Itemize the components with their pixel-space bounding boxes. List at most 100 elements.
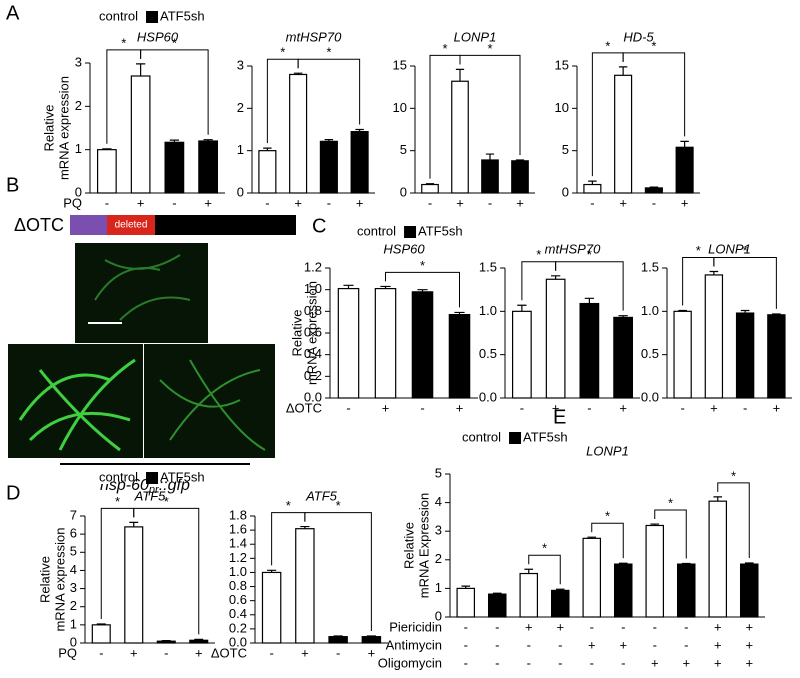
condition-sign: - — [587, 400, 591, 415]
condition-sign: - — [269, 645, 273, 660]
significance-label: * — [743, 243, 748, 258]
condition-sign: - — [743, 400, 747, 415]
y-tick-label: 1.4 — [229, 536, 247, 551]
error-bar — [455, 68, 465, 82]
condition-sign: + — [619, 400, 627, 415]
legend-label: ATF5sh — [418, 223, 463, 238]
bar — [130, 75, 151, 194]
condition-sign: - — [621, 619, 625, 634]
y-tick-label: 0 — [237, 184, 244, 199]
error-bar — [343, 284, 354, 289]
bar — [258, 150, 277, 194]
panel-label: C — [312, 215, 326, 237]
construct-label: ΔOTC — [14, 215, 64, 235]
bar — [645, 524, 665, 618]
error-bar — [129, 521, 139, 527]
significance-label: * — [442, 41, 447, 56]
condition-name: PQ — [63, 195, 82, 210]
y-tick-label: 5 — [435, 465, 442, 480]
error-bar — [203, 139, 213, 141]
error-bar — [517, 304, 527, 312]
significance-label: * — [326, 45, 331, 60]
error-bar — [650, 523, 660, 526]
condition-sign: - — [336, 645, 340, 660]
segment-label: deleted — [115, 220, 148, 231]
error-bar — [454, 311, 465, 315]
significance-bracket — [304, 512, 372, 631]
y-tick-label: 0.0 — [304, 389, 322, 404]
error-bar — [515, 159, 525, 161]
significance-bracket — [528, 554, 561, 585]
panel-label: E — [553, 406, 566, 428]
error-bar — [333, 635, 343, 637]
bar — [337, 287, 360, 399]
condition-sign: - — [590, 195, 594, 210]
y-tick-label: 0.8 — [304, 303, 322, 318]
significance-label: * — [605, 38, 610, 53]
micrograph — [144, 344, 275, 458]
y-tick-label: 7 — [70, 507, 77, 522]
condition-sign: + — [456, 195, 464, 210]
significance-label: * — [696, 243, 701, 258]
y-tick-label: 3 — [237, 57, 244, 72]
legend-label: ATF5sh — [523, 429, 568, 444]
error-bar — [618, 66, 628, 76]
significance-label: * — [280, 45, 285, 60]
bar — [361, 636, 382, 644]
condition-sign: + — [681, 195, 689, 210]
bar — [675, 146, 694, 194]
condition-sign: - — [527, 655, 531, 670]
condition-sign: + — [588, 637, 596, 652]
y-tick-label: 2 — [70, 598, 77, 613]
legend-swatch — [146, 472, 159, 484]
error-bar — [587, 536, 597, 539]
bar — [614, 74, 633, 194]
legend-swatch — [509, 432, 522, 444]
condition-sign: + — [745, 619, 753, 634]
chart-title: ATF5 — [305, 488, 338, 503]
bar — [319, 140, 338, 194]
bar — [350, 131, 369, 194]
y-tick-label: 1.6 — [229, 522, 247, 537]
bar — [411, 291, 434, 399]
condition-sign: + — [556, 619, 564, 634]
significance-label: * — [286, 498, 291, 513]
chart-title: HSP60 — [383, 241, 425, 256]
y-tick-label: 0.5 — [479, 346, 497, 361]
condition-sign: - — [265, 195, 269, 210]
y-tick-label: 3 — [75, 54, 82, 69]
condition-name: ΔOTC — [286, 400, 322, 415]
condition-sign: - — [464, 637, 468, 652]
significance-label: * — [536, 247, 541, 262]
error-bar — [584, 297, 595, 304]
y-tick-label: 0.2 — [304, 368, 322, 383]
condition-sign: - — [590, 655, 594, 670]
bar — [91, 624, 111, 644]
condition-sign: + — [195, 645, 203, 660]
error-bar — [772, 313, 781, 315]
bar — [739, 563, 759, 618]
condition-sign: + — [552, 400, 560, 415]
error-bar — [135, 63, 146, 76]
error-bar — [425, 183, 435, 185]
bar — [328, 636, 348, 644]
y-tick-label: 6 — [70, 526, 77, 541]
chart-title: LONP1 — [708, 241, 751, 256]
condition-sign: + — [714, 619, 722, 634]
y-tick-label: 0.6 — [229, 592, 247, 607]
condition-sign: + — [651, 655, 659, 670]
bar — [613, 563, 633, 618]
y-tick-label: 1 — [75, 141, 82, 156]
y-tick-label: 0.2 — [229, 620, 247, 635]
y-tick-label: 1.0 — [641, 303, 659, 318]
condition-sign: + — [301, 645, 309, 660]
condition-sign: - — [420, 400, 424, 415]
condition-name: Oligomycin — [378, 655, 442, 670]
condition-sign: - — [590, 619, 594, 634]
significance-label: * — [487, 41, 492, 56]
condition-sign: - — [164, 645, 168, 660]
bar — [704, 274, 724, 399]
y-tick-label: 2 — [237, 100, 244, 115]
condition-sign: + — [356, 195, 364, 210]
